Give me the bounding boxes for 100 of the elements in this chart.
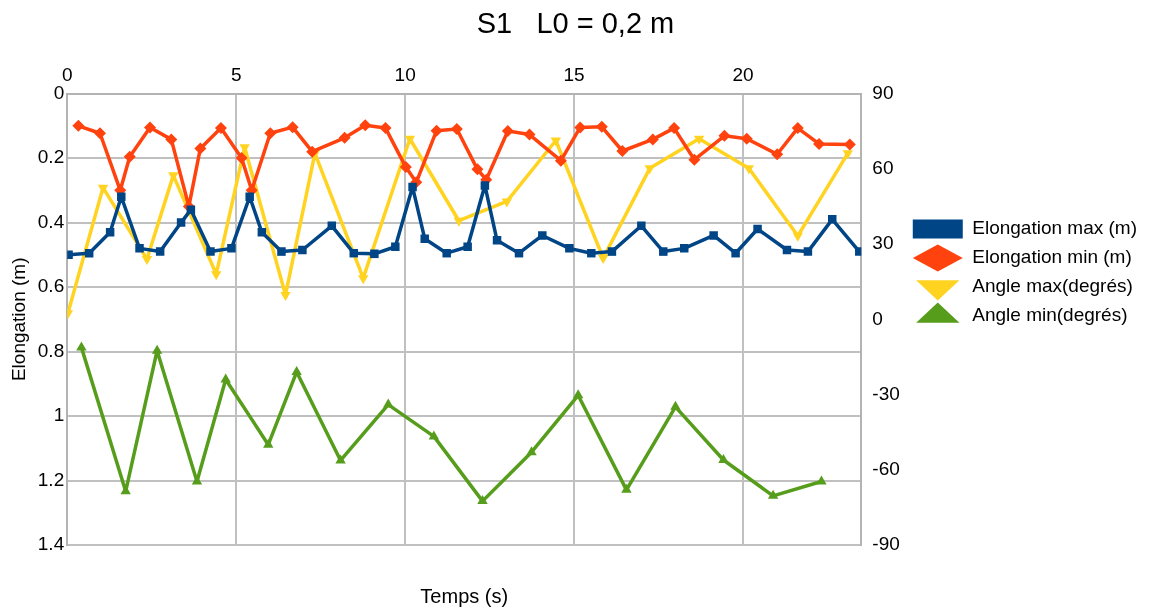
point (408, 182, 417, 192)
point (383, 398, 394, 408)
point (668, 122, 681, 135)
point (463, 242, 472, 251)
point (644, 165, 655, 175)
point (587, 248, 596, 258)
point (391, 242, 400, 251)
y-axis-title: Elongation (m) (7, 257, 29, 382)
point (206, 247, 215, 256)
point (803, 247, 813, 256)
point (93, 127, 106, 140)
point (731, 248, 740, 258)
point (194, 142, 207, 155)
y2-tick-label: 0 (872, 307, 883, 329)
y-tick-label: 0 (53, 81, 65, 103)
legend-label: Angle min(degrés) (972, 304, 1128, 326)
point (477, 495, 488, 505)
point (151, 344, 163, 354)
point (277, 247, 286, 256)
point (565, 244, 574, 253)
point (286, 121, 299, 134)
y-tick-label: 0.2 (37, 146, 65, 168)
point (370, 249, 379, 259)
point (492, 236, 502, 245)
y2-tick-label: -30 (872, 382, 900, 404)
point (771, 148, 784, 161)
point (554, 154, 567, 167)
point (72, 119, 85, 132)
y2-tick-label: 90 (872, 81, 894, 103)
point (428, 430, 440, 440)
point (550, 137, 562, 147)
point (572, 389, 584, 399)
point (855, 247, 862, 256)
point (670, 400, 681, 410)
point (97, 184, 109, 194)
point (186, 205, 196, 214)
point (828, 215, 837, 224)
point (298, 245, 307, 255)
point (358, 275, 369, 285)
point (235, 152, 248, 165)
x-tick-label: 20 (732, 64, 754, 86)
point (420, 234, 429, 243)
y-tick-label: 1.2 (37, 468, 65, 490)
point (753, 224, 762, 234)
y2-tick-label: -60 (872, 458, 900, 479)
y2-tick-label: 60 (872, 157, 894, 179)
point (155, 247, 165, 256)
point (637, 221, 646, 231)
point (338, 131, 351, 144)
y2-tick-label: -90 (872, 533, 900, 555)
chart-title: S1 L0 = 0,2 m (476, 7, 675, 40)
point (767, 489, 779, 499)
point (659, 247, 668, 256)
point (791, 122, 804, 135)
point (471, 163, 484, 176)
point (718, 129, 731, 142)
legend-label: Elongation min (m) (972, 246, 1132, 268)
point (616, 144, 629, 157)
point (480, 181, 490, 190)
point (680, 244, 689, 253)
point (399, 161, 412, 174)
point (123, 150, 136, 163)
point (718, 453, 729, 463)
point (597, 255, 609, 265)
point (76, 341, 87, 351)
point (280, 291, 291, 301)
point (264, 127, 277, 140)
point (621, 483, 632, 493)
point (688, 153, 701, 166)
point (227, 244, 236, 253)
point (117, 192, 126, 202)
point (379, 122, 392, 135)
point (538, 231, 547, 240)
legend-label: Elongation max (m) (972, 217, 1138, 239)
point (526, 446, 537, 456)
point (144, 121, 156, 134)
point (523, 128, 536, 141)
point (165, 133, 178, 146)
y-tick-label: 1 (53, 404, 65, 426)
point (176, 218, 186, 227)
y-tick-label: 0.4 (37, 210, 65, 232)
y-tick-label: 0.6 (37, 275, 65, 297)
point (842, 150, 853, 160)
point (306, 145, 319, 158)
point (740, 132, 753, 145)
point (816, 475, 827, 485)
point (430, 124, 443, 137)
y-tick-label: 0.8 (37, 339, 65, 361)
y-tick-label: 1.4 (37, 533, 65, 555)
y2-tick-label: 30 (872, 232, 894, 254)
point (709, 231, 718, 240)
point (359, 119, 372, 132)
point (263, 438, 274, 448)
point (501, 198, 513, 208)
point (211, 271, 222, 281)
point (607, 247, 617, 256)
point (404, 135, 416, 145)
point (141, 256, 153, 266)
point (442, 248, 451, 258)
x-tick-label: 15 (563, 64, 585, 86)
